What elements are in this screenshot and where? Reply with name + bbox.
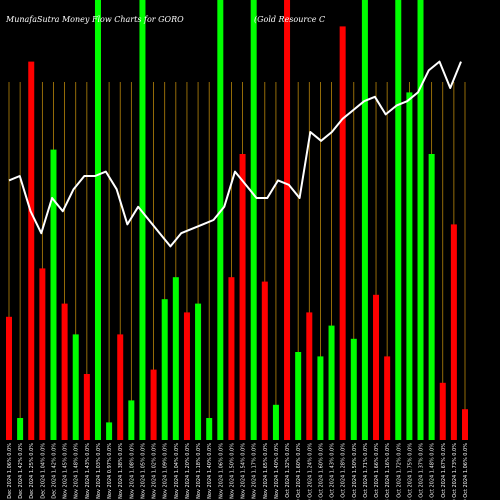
x-tick-label: Mon 14 Oct 2024 1.48% 0.0%	[430, 443, 436, 500]
money-flow-bar	[161, 299, 168, 440]
money-flow-bar	[94, 0, 101, 440]
money-flow-bar	[373, 294, 380, 440]
x-tick-label: Wed 16 Oct 2024 1.75% 0.0%	[407, 443, 413, 500]
x-tick-label: Mon 28 Oct 2024 1.60% 0.0%	[318, 443, 324, 500]
money-flow-bar	[17, 418, 24, 440]
money-flow-bar	[250, 0, 257, 440]
money-flow-bar	[83, 374, 90, 440]
x-tick-label: Fri 29 Nov 2024 1.45% 0.0%	[63, 443, 69, 500]
x-tick-label: Fri 01 Nov 2024 1.40% 0.0%	[274, 443, 280, 500]
money-flow-bars	[6, 0, 468, 441]
money-flow-bar	[295, 352, 302, 440]
money-flow-bar	[150, 369, 157, 440]
money-flow-bar	[272, 404, 279, 440]
price-line	[8, 60, 462, 248]
x-tick-label: Tue 15 Oct 2024 1.37% 0.0%	[419, 443, 425, 500]
x-axis-ticks: Fri 06 Dec 2024 1.06% 0.0% Thu 05 Dec 202…	[7, 443, 469, 500]
x-tick-label: Tue 03 Dec 2024 1.04% 0.0%	[40, 443, 46, 500]
money-flow-bar	[350, 338, 357, 440]
money-flow-bar	[117, 334, 124, 440]
money-flow-bar	[39, 268, 46, 440]
x-tick-label: Thu 07 Nov 2024 1.50% 0.0%	[229, 443, 235, 500]
x-tick-label: Fri 22 Nov 2024 0.97% 0.0%	[107, 443, 113, 500]
x-tick-label: Wed 20 Nov 2024 1.08% 0.0%	[129, 443, 135, 500]
money-flow-bar	[139, 0, 146, 440]
money-flow-bar	[61, 303, 68, 440]
money-flow-bar	[317, 356, 324, 440]
x-tick-label: Mon 25 Nov 2024 1.03% 0.0%	[96, 443, 102, 500]
x-tick-label: Wed 04 Dec 2024 1.25% 0.0%	[29, 443, 35, 500]
x-tick-label: Thu 31 Oct 2024 1.32% 0.0%	[285, 443, 291, 500]
money-flow-bar	[228, 277, 235, 440]
money-flow-bar	[172, 277, 179, 440]
money-flow-bar	[417, 0, 424, 440]
money-flow-bar	[306, 312, 313, 440]
money-flow-bar	[206, 418, 213, 440]
money-flow-bar	[106, 422, 113, 440]
x-tick-label: Mon 21 Oct 2024 1.66% 0.0%	[374, 443, 380, 500]
x-tick-label: Fri 18 Oct 2024 1.16% 0.0%	[385, 443, 391, 500]
x-tick-label: Tue 22 Oct 2024 1.71% 0.0%	[363, 443, 369, 500]
x-tick-label: Fri 08 Nov 2024 1.06% 0.0%	[218, 443, 224, 500]
money-flow-bar	[28, 61, 35, 440]
x-tick-label: Thu 24 Oct 2024 1.28% 0.0%	[341, 443, 347, 500]
x-tick-label: Tue 05 Nov 2024 1.17% 0.0%	[252, 443, 258, 500]
x-tick-label: Fri 25 Oct 2024 1.43% 0.0%	[330, 443, 336, 500]
money-flow-bar	[128, 400, 135, 440]
x-tick-label: Mon 18 Nov 2024 1.02% 0.0%	[152, 443, 158, 500]
x-tick-label: Thu 10 Oct 2024 1.73% 0.0%	[452, 443, 458, 500]
x-tick-label: Tue 12 Nov 2024 1.18% 0.0%	[196, 443, 202, 500]
money-flow-bar	[361, 0, 368, 440]
money-flow-bar	[50, 149, 57, 440]
x-tick-label: Mon 11 Nov 2024 1.40% 0.0%	[207, 443, 213, 500]
x-tick-label: Thu 14 Nov 2024 1.04% 0.0%	[174, 443, 180, 500]
x-tick-label: Thu 17 Oct 2024 1.72% 0.0%	[396, 443, 402, 500]
x-tick-label: Fri 15 Nov 2024 1.09% 0.0%	[163, 443, 169, 500]
x-tick-label: Mon 04 Nov 2024 1.65% 0.0%	[263, 443, 269, 500]
x-tick-label: Mon 02 Dec 2024 1.42% 0.0%	[51, 443, 57, 500]
money-flow-bar	[183, 312, 190, 440]
money-flow-bar	[261, 281, 268, 440]
x-tick-label: Wed 23 Oct 2024 1.50% 0.0%	[352, 443, 358, 500]
x-tick-label: Tue 26 Nov 2024 1.43% 0.0%	[85, 443, 91, 500]
x-tick-label: Tue 19 Nov 2024 1.05% 0.0%	[140, 443, 146, 500]
money-flow-bar	[6, 316, 12, 440]
x-tick-label: Fri 11 Oct 2024 1.67% 0.0%	[441, 443, 447, 500]
money-flow-bar	[384, 356, 391, 440]
x-tick-label: Thu 05 Dec 2024 1.42% 0.0%	[18, 443, 24, 500]
x-tick-label: Wed 13 Nov 2024 1.20% 0.0%	[185, 443, 191, 500]
x-tick-label: Tue 29 Oct 2024 1.24% 0.0%	[307, 443, 313, 500]
money-flow-bar	[339, 26, 346, 441]
x-tick-label: Wed 09 Oct 2024 1.06% 0.0%	[463, 443, 469, 500]
chart-title-company: (Gold Resource C	[254, 15, 325, 24]
money-flow-bar	[217, 0, 224, 440]
money-flow-bar	[195, 303, 202, 440]
x-tick-label: Fri 06 Dec 2024 1.06% 0.0%	[7, 443, 13, 500]
money-flow-bar	[462, 409, 468, 440]
money-flow-bar	[450, 224, 457, 440]
x-tick-label: Thu 21 Nov 2024 1.38% 0.0%	[118, 443, 124, 500]
money-flow-bar	[439, 382, 446, 440]
money-flow-bar	[328, 325, 335, 440]
x-tick-label: Wed 30 Oct 2024 1.60% 0.0%	[296, 443, 302, 500]
x-tick-label: Wed 06 Nov 2024 1.54% 0.0%	[241, 443, 247, 500]
money-flow-bar	[284, 0, 291, 440]
money-flow-bar	[406, 92, 413, 441]
price-line-path	[8, 60, 462, 248]
chart-title: MunafaSutra Money Flow Charts for GORO	[5, 15, 184, 24]
money-flow-bar	[428, 154, 435, 440]
money-flow-bar	[72, 334, 79, 440]
money-flow-bar	[395, 0, 402, 440]
money-flow-bar	[239, 154, 246, 440]
x-tick-label: Wed 27 Nov 2024 1.48% 0.0%	[74, 443, 80, 500]
